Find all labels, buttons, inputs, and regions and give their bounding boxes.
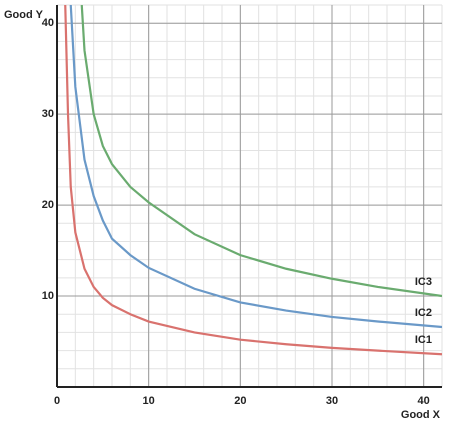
curve-label: IC1 (415, 334, 432, 346)
curve-label: IC2 (415, 307, 432, 319)
y-axis-label: Good Y (4, 9, 44, 21)
x-tick-label: 10 (143, 395, 155, 407)
y-tick-label: 10 (42, 290, 54, 302)
y-tick-label: 30 (42, 108, 54, 120)
x-tick-label: 40 (418, 395, 430, 407)
indifference-curve (69, 5, 442, 329)
y-tick-label: 40 (42, 17, 54, 29)
x-tick-label: 0 (54, 395, 60, 407)
x-axis-label: Good X (401, 409, 441, 421)
y-tick-label: 20 (42, 199, 54, 211)
x-tick-label: 20 (234, 395, 246, 407)
x-tick-label: 30 (326, 395, 338, 407)
curve-label: IC3 (415, 276, 432, 288)
indifference-curve (64, 5, 442, 356)
indifference-curve (80, 5, 442, 298)
